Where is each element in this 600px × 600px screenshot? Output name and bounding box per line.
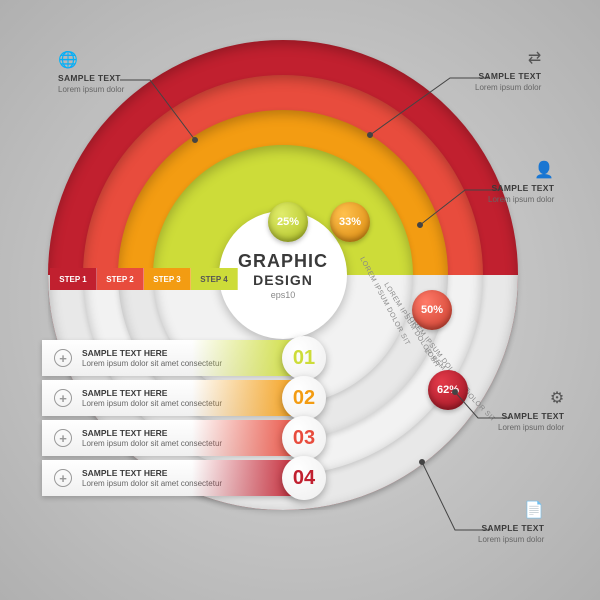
- bar-2[interactable]: + SAMPLE TEXT HERELorem ipsum dolor sit …: [42, 380, 302, 416]
- document-icon: 📄: [478, 500, 544, 520]
- plus-icon: +: [54, 429, 72, 447]
- center-title-1: GRAPHIC: [238, 251, 328, 272]
- pct-badge-25: 25%: [268, 202, 308, 242]
- plus-icon: +: [54, 389, 72, 407]
- step-tabs: STEP 1 STEP 2 STEP 3 STEP 4: [50, 268, 238, 290]
- callout-br: 📄 SAMPLE TEXT Lorem ipsum dolor: [478, 500, 544, 544]
- callout-r1: 👤 SAMPLE TEXT Lorem ipsum dolor: [488, 160, 554, 204]
- infographic-stage: GRAPHIC DESIGN eps10 LOREM IPSUM DOLOR S…: [0, 0, 600, 600]
- num-badge-4: 04: [282, 456, 326, 500]
- gear-icon: ⚙: [498, 388, 564, 408]
- center-sub: eps10: [271, 290, 296, 300]
- pct-badge-62: 62%: [428, 370, 468, 410]
- bar-3[interactable]: + SAMPLE TEXT HERELorem ipsum dolor sit …: [42, 420, 302, 456]
- exchange-icon: ⇄: [475, 48, 541, 68]
- globe-icon: 🌐: [58, 50, 124, 70]
- callout-tr: ⇄ SAMPLE TEXT Lorem ipsum dolor: [475, 48, 541, 92]
- step-tab-1[interactable]: STEP 1: [50, 268, 97, 290]
- step-tab-3[interactable]: STEP 3: [144, 268, 191, 290]
- bar-1[interactable]: + SAMPLE TEXT HERELorem ipsum dolor sit …: [42, 340, 302, 376]
- bar-4[interactable]: + SAMPLE TEXT HERELorem ipsum dolor sit …: [42, 460, 302, 496]
- step-tab-4[interactable]: STEP 4: [191, 268, 238, 290]
- plus-icon: +: [54, 469, 72, 487]
- center-title-2: DESIGN: [253, 272, 313, 288]
- num-badge-2: 02: [282, 376, 326, 420]
- step-tab-2[interactable]: STEP 2: [97, 268, 144, 290]
- callout-tl: 🌐 SAMPLE TEXT Lorem ipsum dolor: [58, 50, 124, 94]
- plus-icon: +: [54, 349, 72, 367]
- num-badge-3: 03: [282, 416, 326, 460]
- callout-r2: ⚙ SAMPLE TEXT Lorem ipsum dolor: [498, 388, 564, 432]
- pct-badge-33: 33%: [330, 202, 370, 242]
- person-icon: 👤: [488, 160, 554, 180]
- num-badge-1: 01: [282, 336, 326, 380]
- pct-badge-50: 50%: [412, 290, 452, 330]
